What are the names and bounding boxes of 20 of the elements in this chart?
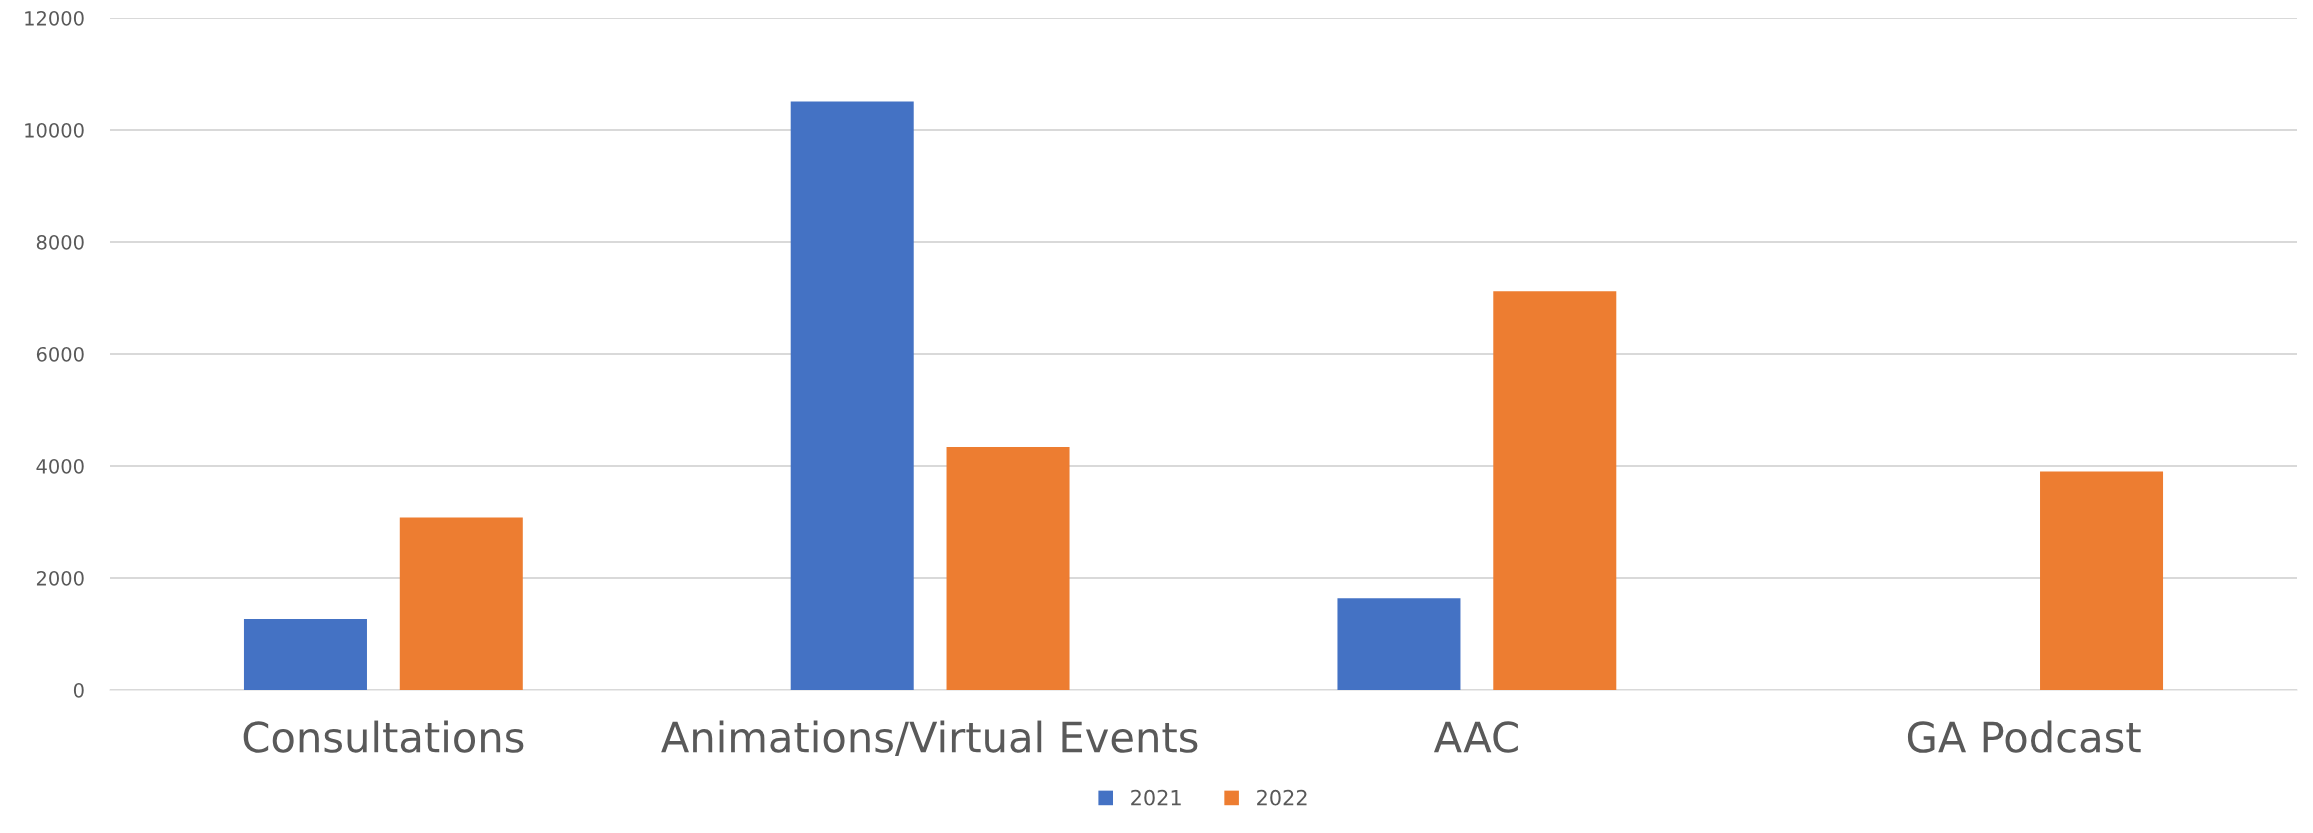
x-tick-label: Consultations [243, 720, 524, 753]
y-tick-label: 6000 [36, 346, 84, 362]
x-tick-label: AAC [1433, 721, 1518, 753]
y-tick-label: 2000 [36, 570, 84, 586]
bar [243, 618, 367, 690]
x-tick-label: GA Podcast [1907, 720, 2141, 753]
y-tick-label: 8000 [36, 234, 84, 250]
y-tick-label: 10000 [25, 122, 84, 138]
bar [2040, 471, 2164, 690]
y-tick-label: 12000 [25, 10, 84, 26]
y-tick-label: 4000 [36, 458, 84, 474]
y-tick-label: 0 [73, 682, 84, 698]
bar [790, 101, 914, 690]
bar [946, 446, 1070, 690]
x-tick-label: Animations/Virtual Events [661, 720, 1198, 757]
legend-label: 2022 [1257, 789, 1307, 806]
legend-label: 2021 [1131, 789, 1181, 806]
bar [1493, 291, 1617, 690]
bar [399, 517, 523, 690]
bar [1337, 598, 1461, 690]
